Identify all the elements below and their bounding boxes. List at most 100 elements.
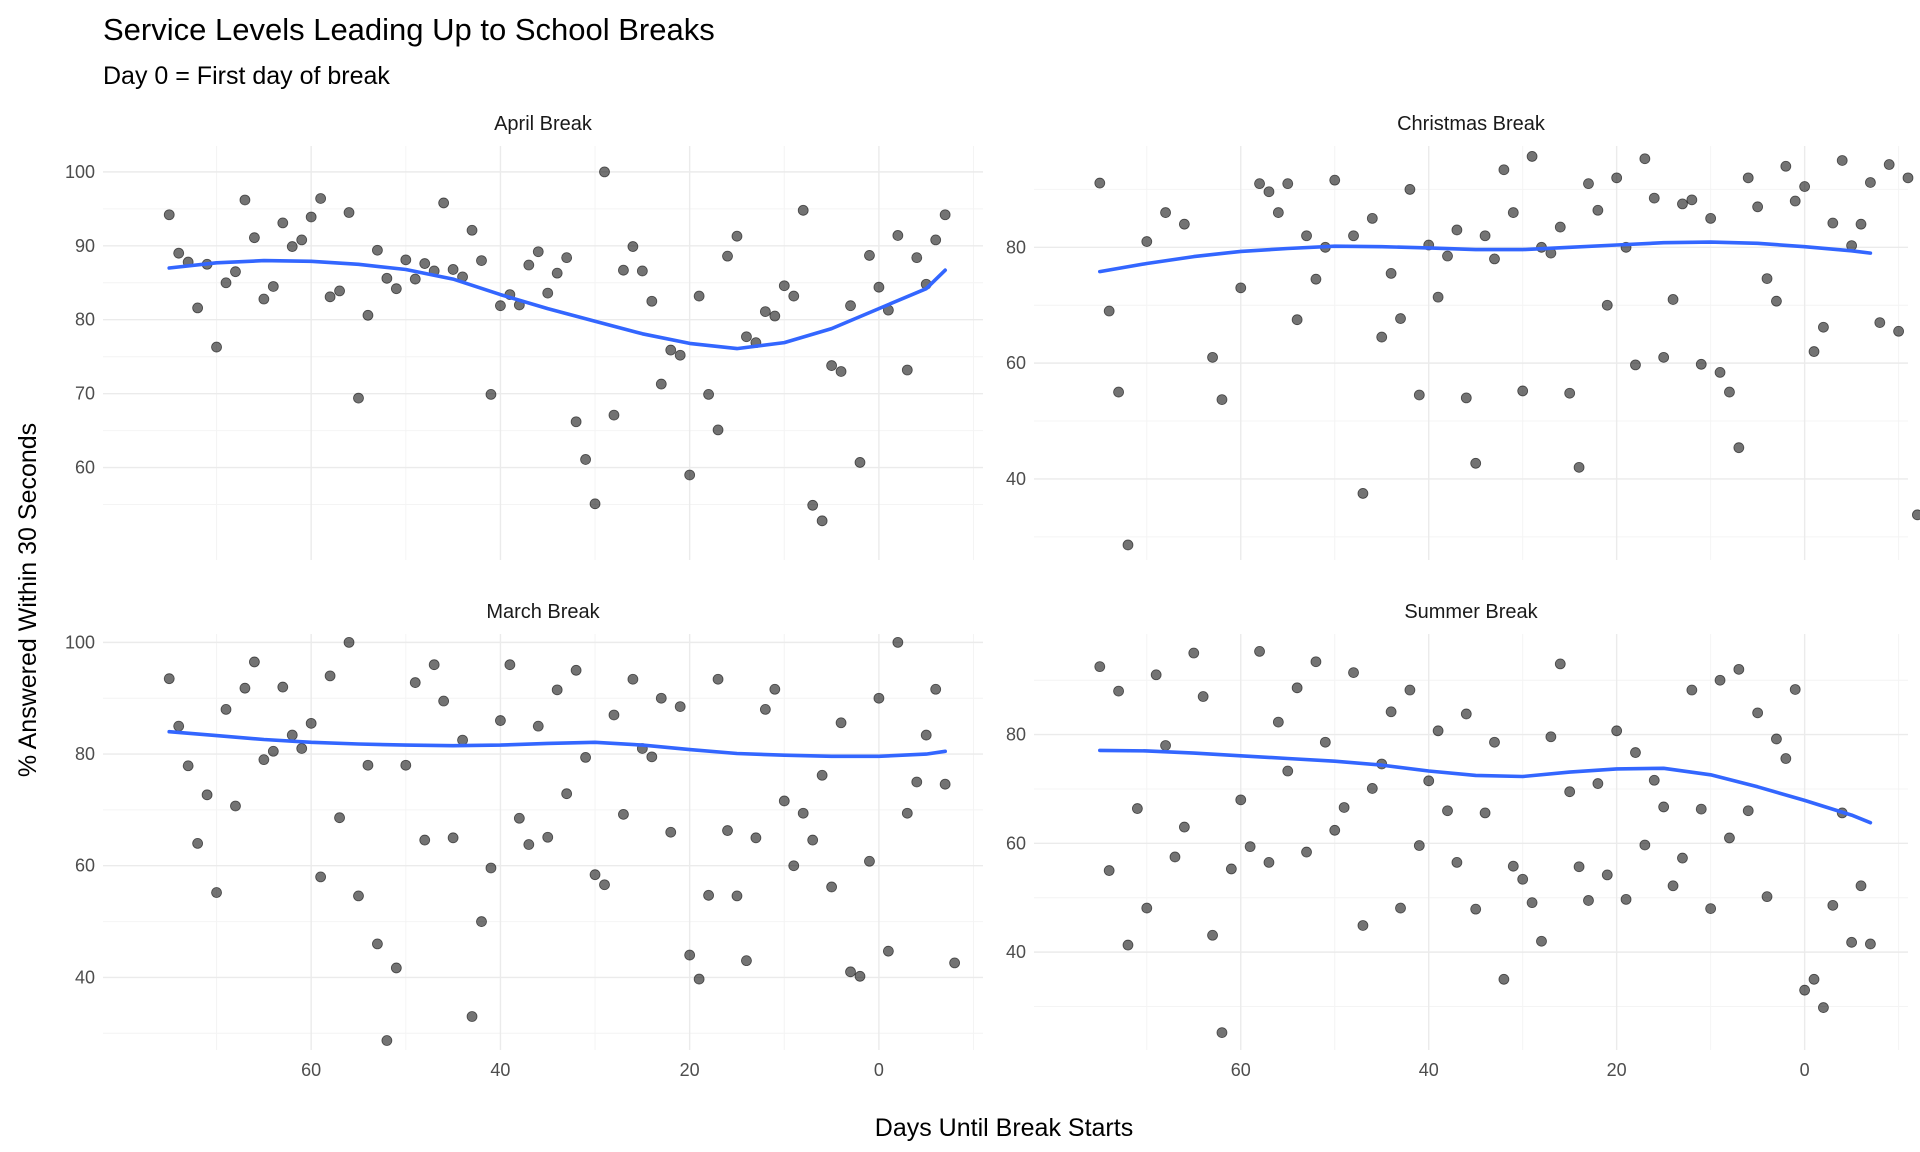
data-point — [1517, 873, 1529, 885]
data-point — [230, 266, 241, 278]
x-tick-label: 40 — [1419, 1060, 1439, 1080]
data-point — [599, 879, 610, 891]
data-point — [457, 734, 468, 746]
data-point — [277, 217, 289, 229]
data-point — [618, 808, 629, 820]
data-point — [438, 695, 450, 707]
data-point — [1470, 457, 1482, 469]
data-point — [296, 234, 308, 246]
smooth-trend-line — [1098, 748, 1873, 825]
data-point — [1207, 351, 1218, 363]
data-point — [315, 871, 327, 883]
data-point — [703, 889, 714, 901]
data-point — [1611, 725, 1623, 737]
data-point — [1301, 230, 1312, 242]
data-point — [1620, 893, 1632, 905]
data-point — [267, 281, 279, 292]
data-point — [930, 234, 942, 246]
data-point — [1357, 488, 1369, 499]
data-point — [1460, 392, 1472, 404]
data-point — [570, 416, 582, 428]
data-point — [343, 207, 355, 218]
data-point — [1827, 899, 1839, 911]
data-point — [1272, 716, 1284, 728]
data-point — [1113, 386, 1124, 398]
y-tick-label: 80 — [75, 310, 95, 330]
data-point — [419, 258, 431, 269]
data-point — [1752, 707, 1764, 719]
data-point — [835, 717, 847, 729]
data-point — [636, 265, 648, 277]
data-point — [1799, 181, 1811, 192]
data-point — [1169, 851, 1181, 863]
data-point — [1564, 387, 1576, 399]
data-point — [428, 659, 440, 671]
data-point — [230, 800, 241, 812]
data-point — [599, 166, 610, 178]
data-point — [1178, 821, 1190, 833]
data-point — [1498, 973, 1510, 985]
data-point — [182, 760, 194, 772]
data-point — [305, 717, 317, 729]
data-point — [1413, 840, 1425, 851]
data-point — [1310, 656, 1322, 668]
data-point — [1178, 218, 1190, 230]
data-point — [1254, 646, 1265, 657]
x-axis-title: Days Until Break Starts — [875, 1114, 1133, 1142]
data-point — [1554, 658, 1566, 670]
data-point — [163, 209, 175, 221]
data-point — [1724, 832, 1735, 844]
data-point — [286, 729, 298, 741]
data-point — [1658, 351, 1670, 363]
data-point — [949, 957, 961, 969]
data-point — [1235, 794, 1247, 806]
data-point — [901, 807, 913, 819]
data-point — [759, 703, 771, 715]
data-point — [1329, 174, 1341, 186]
data-point — [381, 272, 393, 284]
data-point — [1592, 204, 1604, 216]
data-point — [816, 769, 828, 781]
data-point — [220, 703, 232, 715]
data-point — [513, 812, 525, 824]
data-point — [1094, 177, 1106, 189]
data-point — [608, 409, 620, 421]
data-point — [1263, 186, 1275, 198]
data-point — [1470, 903, 1482, 915]
data-point — [1874, 317, 1886, 329]
data-point — [438, 197, 450, 209]
data-point — [1714, 366, 1726, 378]
data-point — [845, 300, 856, 312]
data-point — [1705, 212, 1717, 224]
panel-summer-break: Summer Break 40 60 80 60 40 20 0 — [1006, 601, 1908, 1080]
data-point — [523, 839, 535, 850]
data-point — [1714, 674, 1726, 686]
data-point — [372, 244, 383, 256]
data-point — [1526, 897, 1538, 909]
data-point — [1517, 385, 1529, 397]
data-point — [239, 194, 251, 206]
data-point — [1742, 172, 1754, 184]
data-point — [1545, 731, 1557, 743]
y-tick-label: 60 — [1006, 353, 1026, 373]
data-point — [1310, 273, 1322, 285]
data-point — [1507, 860, 1519, 872]
data-point — [485, 388, 497, 400]
data-point — [1658, 801, 1670, 813]
data-point — [892, 230, 904, 241]
y-tick-label: 40 — [1006, 469, 1026, 489]
data-point — [1686, 684, 1698, 696]
data-point — [1150, 669, 1162, 681]
panel-strip-label: March Break — [486, 601, 600, 623]
data-point — [267, 745, 279, 757]
y-tick-label: 80 — [1006, 237, 1026, 257]
data-point — [1291, 682, 1303, 694]
data-point — [334, 812, 345, 824]
data-point — [1695, 803, 1707, 815]
x-tick-label: 0 — [1800, 1060, 1810, 1080]
data-point — [1094, 661, 1106, 673]
data-point — [759, 306, 771, 318]
data-point — [1404, 184, 1416, 195]
data-point — [1141, 902, 1153, 914]
data-point — [1536, 935, 1547, 947]
